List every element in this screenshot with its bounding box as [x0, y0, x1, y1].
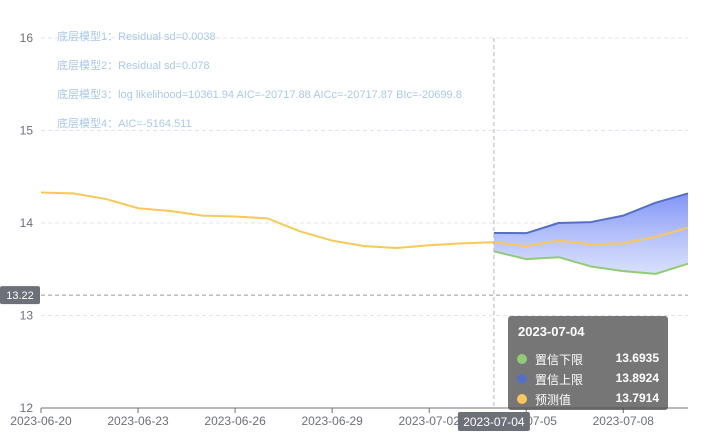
- tooltip-dot-icon: [517, 374, 527, 384]
- y-tick-label: 13: [20, 309, 34, 323]
- series-lines[interactable]: [40, 191, 689, 275]
- y-tick-label: 15: [20, 124, 34, 138]
- x-tick-label: 2023-07-02: [399, 414, 461, 428]
- series-line[interactable]: [493, 192, 689, 235]
- x-tick-label: 2023-06-23: [107, 414, 169, 428]
- tooltip-row-value: 13.6935: [615, 351, 659, 365]
- series-line[interactable]: [493, 250, 689, 275]
- y-tick-label: 12: [20, 401, 34, 415]
- tooltip-row-forecast: 预测值 13.7914: [517, 390, 659, 408]
- crosshair-y-label: 13.22: [6, 290, 34, 302]
- model-annotation: 底层模型1：Residual sd=0.0038: [57, 29, 216, 43]
- model-annotation: 底层模型4：AIC=-5164.511: [57, 116, 192, 130]
- tooltip-row-value: 13.8924: [615, 371, 659, 385]
- grid-lines: [41, 37, 688, 316]
- y-tick-label: 16: [20, 31, 34, 45]
- y-tick-label: 14: [20, 216, 34, 230]
- crosshair: 13.22 2023-07-04: [0, 38, 688, 431]
- confidence-band-area: [493, 193, 688, 274]
- tooltip-row-name: 置信上限: [535, 373, 584, 387]
- crosshair-y-badge: [0, 286, 40, 305]
- tooltip-row-name: 置信下限: [535, 353, 584, 367]
- tooltip-title: 2023-07-04: [518, 324, 585, 339]
- model-annotation: 底层模型3：log likelihood=10361.94 AIC=-20717…: [57, 87, 462, 101]
- y-axis: 12 13 14 15 16: [20, 31, 34, 415]
- crosshair-x-label: 2023-07-04: [463, 415, 525, 429]
- tooltip-dot-icon: [517, 394, 527, 404]
- crosshair-x-badge: [457, 412, 530, 431]
- model-annotation: 底层模型2：Residual sd=0.078: [57, 58, 210, 72]
- x-axis: 2023-06-20 2023-06-23 2023-06-26 2023-06-29…: [10, 407, 688, 428]
- model-annotations: 底层模型1：Residual sd=0.0038 底层模型2：Residual s…: [57, 29, 462, 130]
- x-tick-label: 2023-06-29: [301, 414, 363, 428]
- tooltip: 2023-07-04 置信下限 13.6935 置信上限 13.8924 预测值…: [508, 316, 668, 410]
- tooltip-row-name: 预测值: [535, 393, 572, 407]
- tooltip-row-upper: 置信上限 13.8924: [517, 370, 659, 388]
- tooltip-dot-icon: [517, 354, 527, 364]
- series-line[interactable]: [40, 191, 689, 249]
- confidence-band: [493, 193, 688, 274]
- tooltip-row-value: 13.7914: [615, 391, 659, 405]
- x-tick-label: 2023-06-26: [204, 414, 266, 428]
- x-tick-label: 2023-07-08: [593, 414, 655, 428]
- tooltip-row-lower: 置信下限 13.6935: [517, 350, 659, 368]
- x-tick-label: 2023-06-20: [10, 414, 72, 428]
